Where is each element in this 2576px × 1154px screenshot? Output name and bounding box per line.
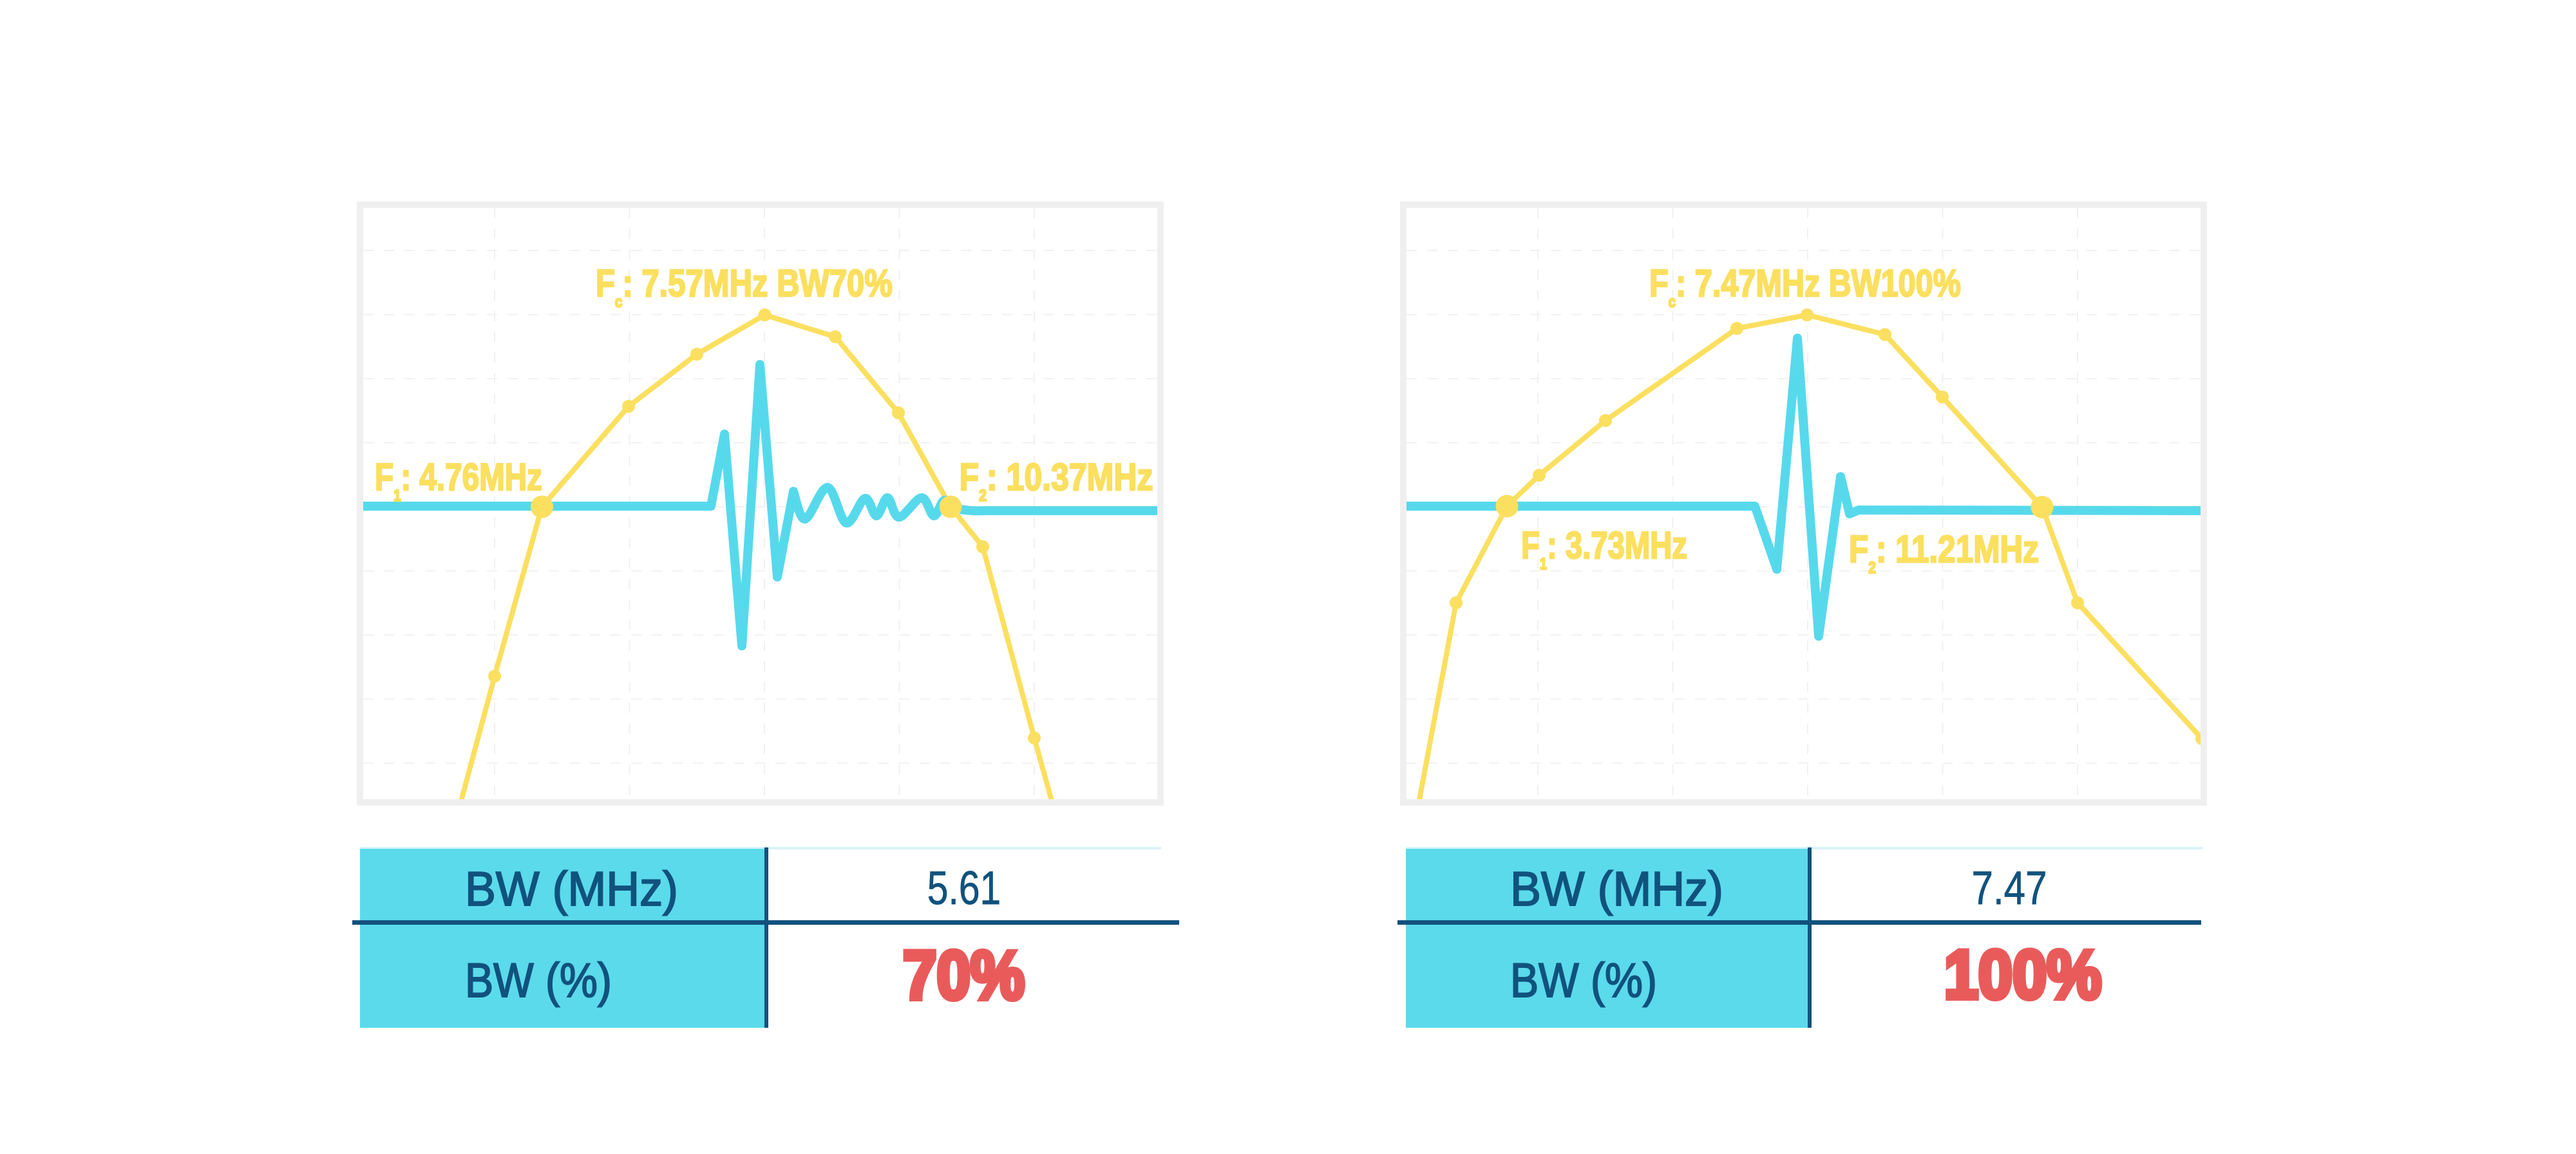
svg-text:5.61: 5.61 — [927, 862, 1001, 914]
svg-text:F1: 4.76MHz: F1: 4.76MHz — [375, 456, 542, 504]
svg-text:F2: 10.37MHz: F2: 10.37MHz — [960, 455, 1153, 504]
svg-text:Fc: 7.47MHz BW100%: Fc: 7.47MHz BW100% — [1649, 263, 1961, 311]
svg-text:BW (%): BW (%) — [465, 953, 612, 1007]
svg-text:7.47: 7.47 — [1972, 862, 2047, 914]
svg-text:BW (MHz): BW (MHz) — [465, 862, 678, 916]
svg-text:BW (MHz): BW (MHz) — [1510, 862, 1723, 916]
svg-text:Fc: 7.57MHz BW70%: Fc: 7.57MHz BW70% — [596, 263, 893, 311]
svg-text:F1: 3.73MHz: F1: 3.73MHz — [1521, 525, 1687, 572]
svg-text:F2: 11.21MHz: F2: 11.21MHz — [1849, 528, 2039, 577]
svg-text:70%: 70% — [903, 938, 1025, 1014]
svg-text:BW (%): BW (%) — [1510, 953, 1657, 1007]
svg-text:100%: 100% — [1944, 936, 2102, 1013]
